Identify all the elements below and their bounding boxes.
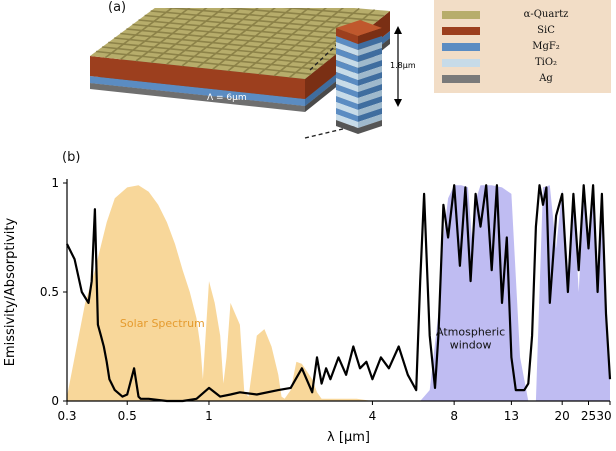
legend-item: α-Quartz — [442, 8, 607, 22]
legend-label: α-Quartz — [523, 9, 569, 20]
legend-item: MgF₂ — [442, 40, 607, 54]
structure-illustration: Λ = 6μm 1.8μm — [90, 8, 416, 139]
atmospheric-window-annotation: Atmospheric window — [436, 326, 505, 352]
stack-height-label: 1.8μm — [390, 61, 416, 70]
legend-swatch — [442, 11, 480, 19]
legend-swatch — [442, 75, 480, 83]
series-line-2 — [66, 184, 612, 403]
mgf2-layer-front — [90, 76, 305, 106]
y-tick-label: 1 — [51, 176, 59, 190]
emissivity-chart: 0.3 0.5 1 4 8 13 20 25 30 0 0.5 1 Emissivity/Absorp… — [3, 176, 612, 445]
panel-a-label: (a) — [108, 0, 127, 15]
y-tick-label: 0 — [51, 394, 59, 408]
legend-label: SiC — [537, 25, 555, 36]
x-tick-label: 30 — [596, 409, 611, 423]
y-axis-label: Emissivity/Absorptivity — [3, 218, 18, 367]
ag-layer-front — [90, 83, 305, 112]
legend-label: Ag — [539, 73, 553, 84]
legend-item: TiO₂ — [442, 56, 607, 70]
x-tick-label: 25 — [581, 409, 596, 423]
legend-swatch — [442, 27, 480, 35]
x-tick-label: 8 — [450, 409, 458, 423]
x-axis-label: λ [μm] — [327, 430, 370, 445]
x-tick-label: 13 — [504, 409, 519, 423]
x-tick-label: 0.5 — [118, 409, 137, 423]
quartz-grid-lines — [95, 8, 384, 78]
solar-spectrum-annotation: Solar Spectrum — [120, 317, 205, 330]
panel-b-label: (b) — [62, 150, 81, 165]
legend-swatch — [442, 43, 480, 51]
legend-label: MgF₂ — [532, 41, 560, 52]
legend-label: TiO₂ — [534, 57, 558, 68]
sic-layer-front — [90, 56, 305, 99]
legend-swatch — [442, 59, 480, 67]
materials-legend: α-Quartz SiC MgF₂ TiO₂ Ag — [434, 0, 611, 93]
legend-item: SiC — [442, 24, 607, 38]
x-tick-label: 20 — [555, 409, 570, 423]
period-label: Λ = 6μm — [207, 93, 247, 103]
x-tick-label: 1 — [205, 409, 213, 423]
x-tick-label: 0.3 — [57, 409, 76, 423]
y-tick-label: 0.5 — [40, 285, 59, 299]
series-area-0 — [67, 185, 373, 401]
x-tick-label: 4 — [369, 409, 377, 423]
legend-item: Ag — [442, 72, 607, 86]
multilayer-stack — [336, 20, 382, 134]
